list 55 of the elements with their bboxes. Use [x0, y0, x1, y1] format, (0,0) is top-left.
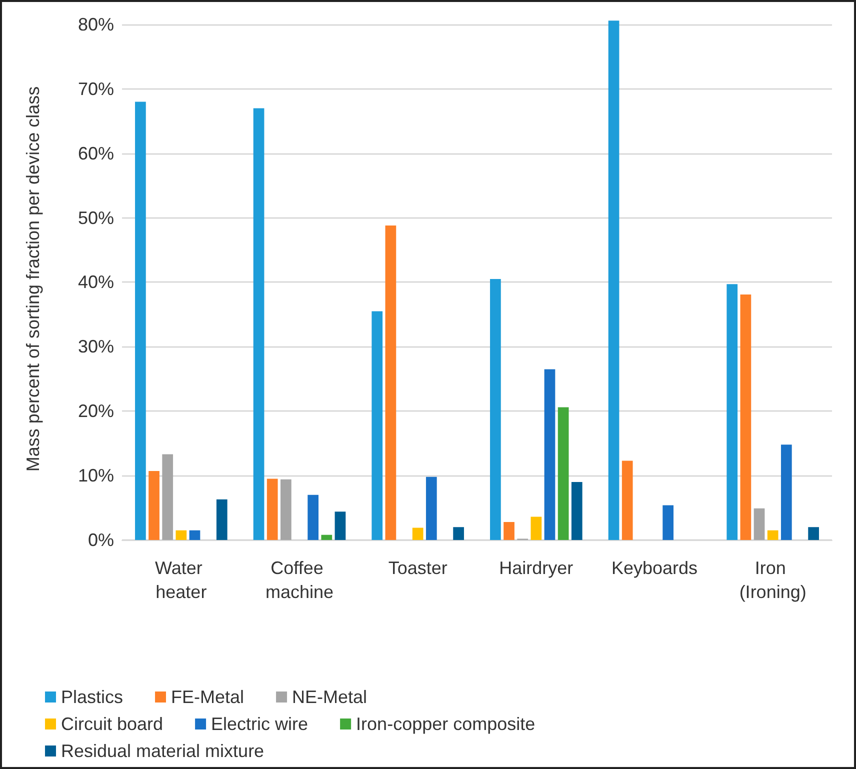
bar [608, 20, 620, 540]
legend-label: Plastics [61, 687, 124, 707]
bar [754, 508, 765, 540]
bar [321, 534, 332, 540]
bar [740, 294, 752, 540]
y-tick-label: 40% [78, 272, 114, 292]
x-tick-label: Hairdryer [499, 558, 574, 578]
y-axis-title: Mass percent of sorting fraction per device class [23, 86, 43, 472]
legend-label: Electric wire [211, 714, 308, 734]
x-tick-label: Coffee machine [265, 558, 334, 602]
bar [216, 499, 228, 540]
y-tick-label: 0% [88, 530, 114, 550]
bar [253, 108, 264, 540]
bar [490, 279, 501, 540]
x-tick-label: Water heater [154, 558, 208, 602]
y-tick-label: 50% [78, 208, 114, 228]
bar [148, 471, 160, 540]
legend-label: Iron-copper composite [356, 714, 536, 734]
y-tick-label: 70% [78, 78, 114, 99]
bar [176, 530, 187, 540]
bar [530, 516, 542, 540]
x-tick-label: Iron (Ironing) [739, 558, 806, 602]
bar [135, 102, 146, 540]
bar [189, 530, 200, 540]
legend-label: Circuit board [61, 714, 164, 734]
bar [808, 527, 819, 540]
y-tick-label: 30% [78, 336, 114, 357]
legend-label: Residual material mixture [61, 741, 264, 761]
bar [780, 444, 792, 540]
bar [544, 369, 556, 540]
bar [266, 478, 278, 540]
y-tick-label: 80% [78, 14, 114, 34]
y-tick-label: 10% [78, 466, 114, 486]
bar [426, 476, 437, 540]
bar [622, 460, 633, 540]
bar [662, 505, 674, 540]
bar [334, 512, 346, 540]
bar [308, 494, 319, 540]
bar [453, 527, 464, 540]
bar [372, 311, 383, 540]
bar [412, 528, 424, 540]
bar [767, 530, 778, 540]
y-tick-label: 60% [78, 143, 114, 164]
bar [571, 482, 582, 540]
legend-label: FE-Metal [171, 687, 244, 707]
bar [726, 284, 738, 540]
bar [162, 454, 174, 540]
bar [558, 407, 569, 540]
bar [504, 522, 514, 540]
y-tick-label: 20% [78, 401, 114, 422]
bar [280, 479, 292, 540]
bar [385, 226, 396, 540]
legend-label: NE-Metal [292, 687, 368, 707]
x-tick-label: Keyboards [611, 558, 698, 578]
x-tick-label: Toaster [388, 558, 448, 578]
